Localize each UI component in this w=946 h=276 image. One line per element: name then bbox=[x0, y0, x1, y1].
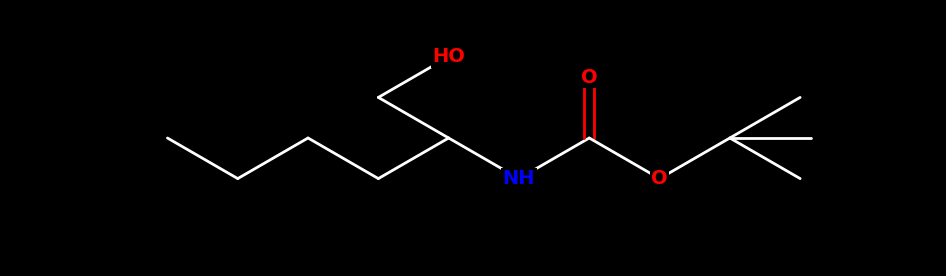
Text: HO: HO bbox=[432, 47, 465, 66]
Text: O: O bbox=[651, 169, 668, 188]
Text: NH: NH bbox=[502, 169, 535, 188]
Text: O: O bbox=[581, 68, 598, 87]
